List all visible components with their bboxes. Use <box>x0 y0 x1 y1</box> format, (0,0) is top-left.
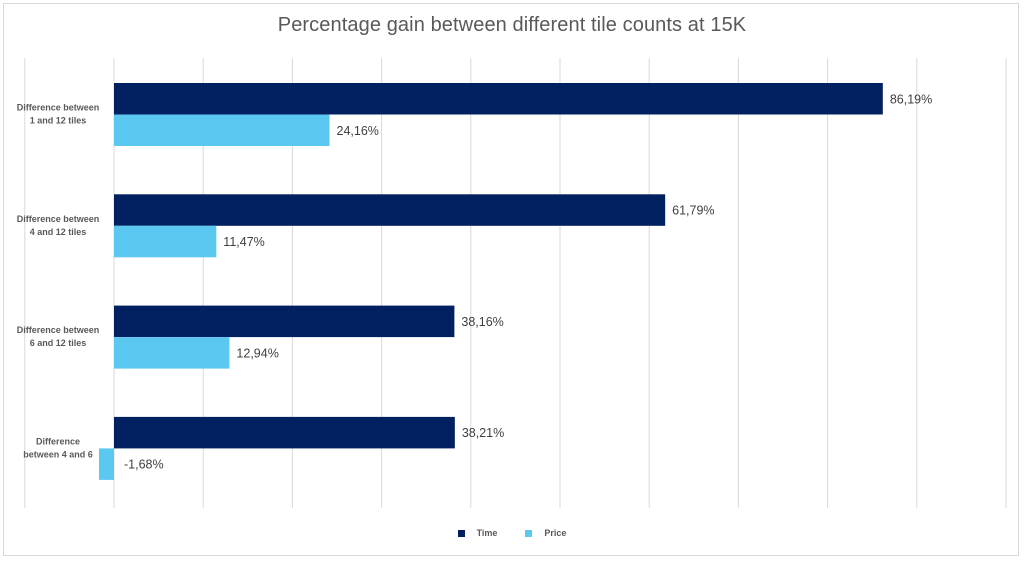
data-label-time: 38,21% <box>462 426 504 440</box>
data-label-time: 61,79% <box>672 204 714 218</box>
category-label: Difference between <box>17 325 100 335</box>
bar-price <box>114 114 330 146</box>
bar-price <box>114 337 230 369</box>
bar-price <box>99 448 114 480</box>
data-label-price: 12,94% <box>236 346 278 360</box>
category-label: Difference <box>36 436 80 446</box>
bar-time <box>114 305 455 338</box>
category-label: Difference between <box>17 103 100 113</box>
data-label-price: 11,47% <box>223 235 264 249</box>
bar-price <box>114 225 217 258</box>
data-label-price: 24,16% <box>337 124 379 138</box>
category-label: 4 and 12 tiles <box>30 227 87 237</box>
chart-title: Percentage gain between different tile c… <box>277 14 747 36</box>
data-label-price: -1,68% <box>124 458 164 472</box>
legend-label-time: Time <box>476 528 498 538</box>
data-label-time: 38,16% <box>461 315 503 329</box>
legend-item-time: Time <box>457 528 498 538</box>
legend-swatch-time <box>457 529 465 537</box>
category-label: between 4 and 6 <box>23 449 93 459</box>
category-label: 6 and 12 tiles <box>30 338 87 348</box>
bar-time <box>114 416 455 449</box>
legend: Time Price <box>0 528 1024 538</box>
category-label: 1 and 12 tiles <box>30 116 87 126</box>
bar-time <box>114 194 666 226</box>
bar-time <box>114 83 883 115</box>
legend-label-price: Price <box>544 528 567 538</box>
data-label-time: 86,19% <box>890 92 932 106</box>
legend-swatch-price <box>525 529 533 537</box>
legend-item-price: Price <box>525 528 566 538</box>
category-label: Difference between <box>17 214 100 224</box>
